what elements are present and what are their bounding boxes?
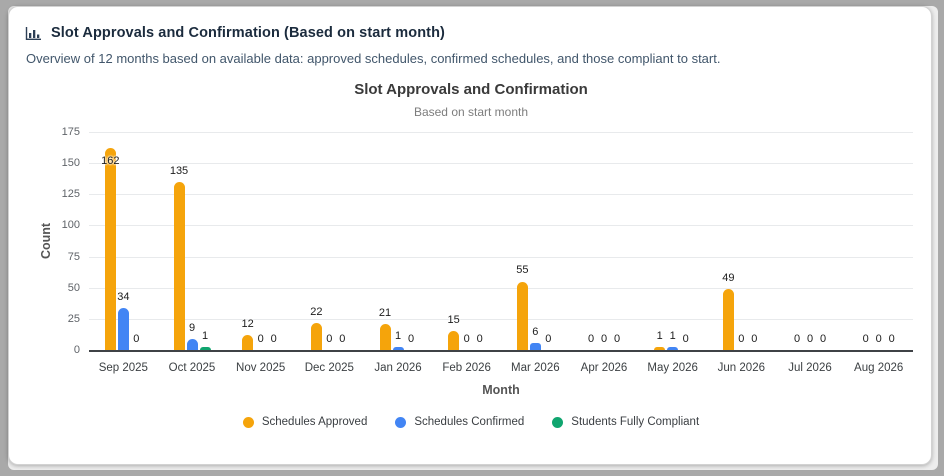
- legend-item[interactable]: Schedules Approved: [242, 416, 368, 428]
- bar-approved[interactable]: [310, 322, 322, 350]
- gridline: [89, 225, 913, 227]
- gridline: [89, 287, 913, 289]
- bar-confirmed[interactable]: [392, 347, 404, 350]
- bar-value-label: 55: [516, 264, 529, 277]
- bar-value-label: 1: [394, 330, 402, 342]
- bar-chart-icon: [25, 25, 42, 42]
- bar-value-label: 1: [669, 330, 676, 342]
- x-tick-label: Sep 2025: [98, 362, 148, 374]
- chart-card: Slot Approvals and Confirmation (Based o…: [8, 6, 932, 465]
- y-axis-title: Count: [39, 222, 53, 260]
- x-tick-label: Nov 2025: [236, 362, 286, 374]
- y-tick-label: 100: [61, 219, 80, 232]
- gridline: [89, 256, 913, 258]
- bar-value-label: 0: [875, 333, 882, 345]
- bar-approved[interactable]: [722, 288, 734, 350]
- bar-value-label: 0: [587, 333, 595, 345]
- bar-value-label: 1: [656, 330, 663, 342]
- bar-approved[interactable]: [516, 281, 528, 350]
- x-tick-label: Jun 2026: [717, 362, 765, 374]
- bar-confirmed[interactable]: [186, 338, 198, 350]
- bar-value-label: 21: [378, 306, 392, 319]
- x-tick-label: Aug 2026: [854, 362, 904, 374]
- y-tick-label: 25: [67, 312, 80, 325]
- legend-label: Students Fully Compliant: [571, 416, 700, 428]
- legend-dot: [395, 416, 407, 428]
- bar-value-label: 0: [133, 333, 140, 345]
- y-tick-label: 150: [61, 157, 80, 170]
- bar-approved[interactable]: [242, 335, 254, 350]
- x-axis-title: Month: [482, 383, 520, 397]
- bar-value-label: 0: [463, 333, 470, 345]
- x-tick-label: Dec 2025: [304, 362, 354, 374]
- bar-value-label: 0: [738, 333, 745, 345]
- bar-value-label: 0: [793, 333, 801, 345]
- y-tick-label: 75: [67, 250, 80, 263]
- x-tick-label: Jul 2026: [788, 362, 832, 374]
- gridline: [89, 318, 913, 320]
- bar-value-label: 0: [407, 333, 415, 345]
- chart-canvas: Slot Approvals and Confirmation Based on…: [17, 77, 925, 457]
- bar-value-label: 0: [600, 333, 608, 345]
- legend-item[interactable]: Schedules Confirmed: [395, 416, 524, 428]
- card-description: Overview of 12 months based on available…: [26, 51, 721, 66]
- bar-value-label: 0: [819, 333, 827, 345]
- bar-value-label: 9: [188, 321, 196, 334]
- bar-value-label: 0: [476, 333, 483, 345]
- bar-approved[interactable]: [379, 323, 391, 350]
- x-tick-label: Mar 2026: [511, 362, 560, 374]
- bar-approved[interactable]: [173, 181, 185, 350]
- x-tick-label: Jan 2026: [374, 362, 422, 374]
- bar-value-label: 0: [545, 333, 552, 345]
- bar-value-label: 6: [532, 325, 539, 338]
- legend-dot: [552, 416, 564, 428]
- bar-value-label: 135: [169, 164, 189, 177]
- bar-value-label: 49: [722, 271, 735, 284]
- gridline: [89, 163, 913, 165]
- bar-approved[interactable]: [654, 347, 666, 350]
- y-tick-label: 50: [67, 281, 80, 294]
- x-tick-label: Feb 2026: [442, 362, 491, 374]
- card-header: Slot Approvals and Confirmation (Based o…: [25, 23, 445, 43]
- legend-item[interactable]: Students Fully Compliant: [552, 416, 699, 428]
- legend-label: Schedules Approved: [261, 416, 368, 428]
- bar-value-label: 0: [888, 333, 895, 345]
- bar-value-label: 0: [682, 333, 689, 345]
- y-tick-label: 125: [61, 188, 80, 201]
- y-tick-label: 175: [61, 126, 80, 138]
- bar-approved[interactable]: [104, 148, 116, 350]
- plot-area: Count Month 0 25 50 75 100 125 150 175 Sep 2025 1…: [39, 126, 913, 397]
- legend-label: Schedules Confirmed: [414, 416, 525, 428]
- x-tick-label: Oct 2025: [168, 362, 216, 374]
- legend-dot: [242, 416, 254, 428]
- bar-confirmed[interactable]: [667, 347, 679, 350]
- bar-value-label: 0: [751, 333, 758, 345]
- bar-value-label: 15: [447, 314, 460, 327]
- y-tick-label: 0: [73, 344, 80, 356]
- chart-title: Slot Approvals and Confirmation: [354, 81, 588, 98]
- bar-value-label: 22: [310, 305, 323, 318]
- bar-value-label: 12: [241, 318, 254, 331]
- bar-compliant[interactable]: [199, 347, 211, 350]
- bar-value-label: 0: [862, 333, 869, 345]
- bar-value-label: 162: [101, 155, 120, 168]
- x-tick-label: Apr 2026: [580, 362, 628, 374]
- bar-confirmed[interactable]: [117, 307, 129, 350]
- bar-value-label: 0: [326, 333, 333, 345]
- bar-value-label: 0: [613, 333, 621, 345]
- bar-value-label: 34: [117, 290, 130, 303]
- bar-value-label: 1: [201, 330, 209, 342]
- gridline: [89, 132, 913, 133]
- bar-value-label: 0: [270, 333, 277, 345]
- bar-value-label: 0: [257, 333, 264, 345]
- chart-subtitle: Based on start month: [413, 105, 529, 119]
- gridline: [89, 194, 913, 196]
- bar-value-label: 0: [339, 333, 346, 345]
- bar-approved[interactable]: [448, 331, 460, 350]
- x-tick-label: May 2026: [647, 362, 698, 374]
- bar-confirmed[interactable]: [529, 342, 541, 350]
- bar-value-label: 0: [806, 333, 814, 345]
- chart-legend: Schedules Approved Schedules Confirmed Stu…: [17, 416, 925, 428]
- card-title: Slot Approvals and Confirmation (Based o…: [51, 25, 445, 41]
